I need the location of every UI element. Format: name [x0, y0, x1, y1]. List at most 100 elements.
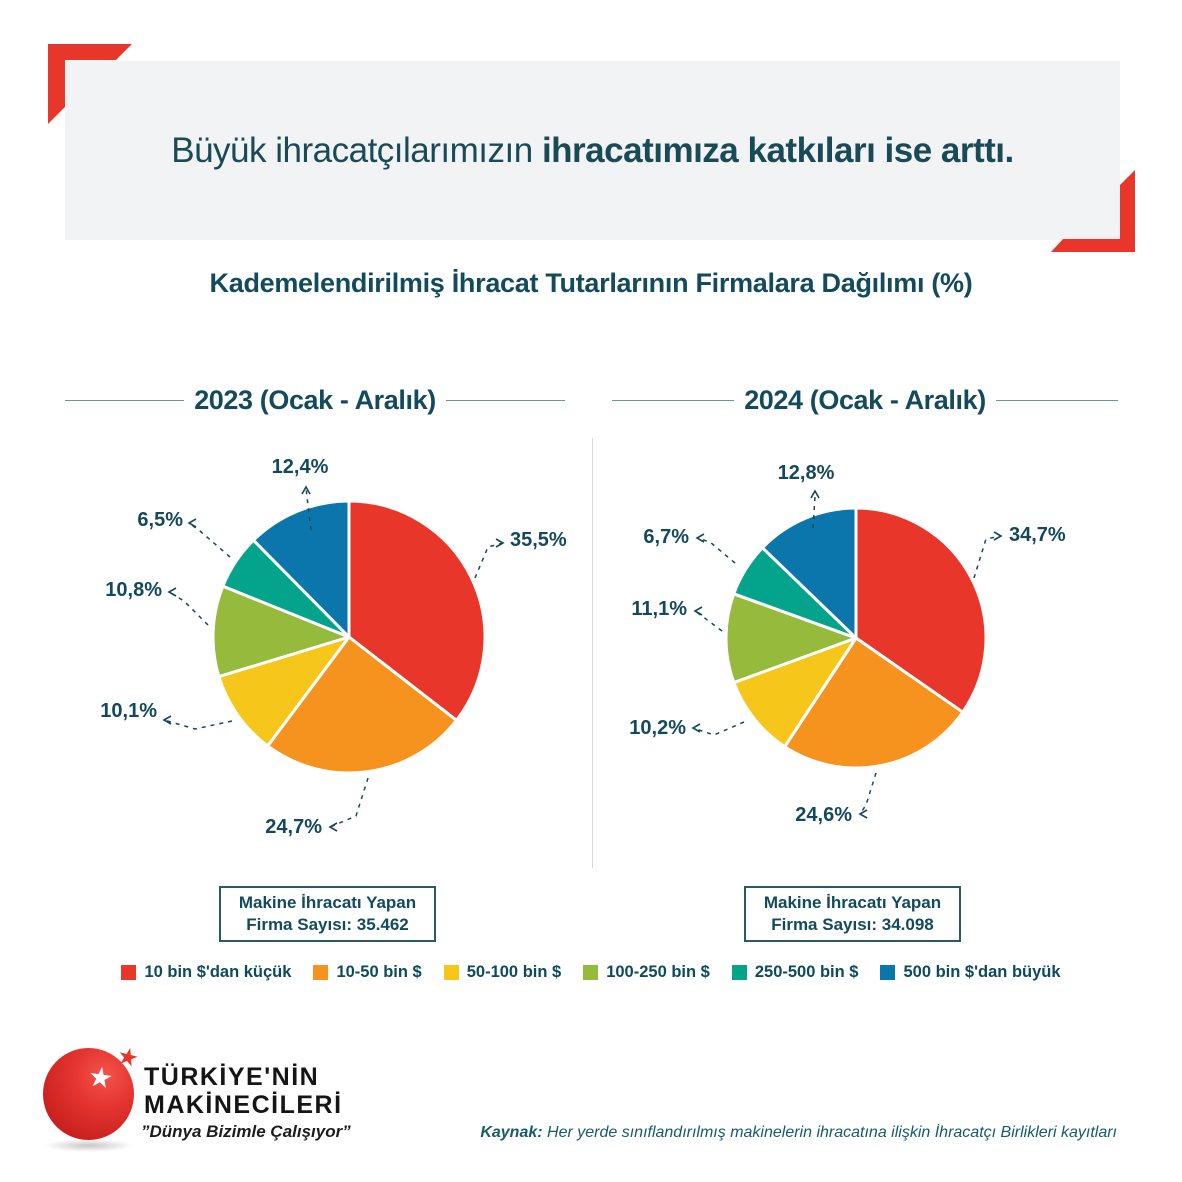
pie-label-leader-line: [329, 777, 369, 828]
pie-slice-label: 6,7%: [643, 526, 689, 548]
pie-slice-label: 10,1%: [100, 700, 157, 722]
pie-label-arrow-icon: [187, 518, 197, 528]
pie-label-arrow-icon: [162, 715, 172, 725]
pie-slice: [854, 506, 988, 714]
pie-slice: [251, 499, 351, 639]
firm-count-line1: Makine İhracatı Yapan: [238, 893, 417, 912]
pie-label-leader-line: [973, 535, 1002, 579]
pie-slice-label: 10,2%: [629, 717, 686, 739]
legend-item: 100-250 bin $: [583, 963, 710, 982]
legend-swatch-icon: [731, 965, 747, 980]
logo-shadow: [44, 1139, 134, 1152]
pie-slice: [211, 584, 351, 679]
legend-swatch-icon: [121, 965, 137, 980]
pie-slice: [266, 635, 458, 775]
page-title: Büyük ihracatçılarımızın ihracatımıza ka…: [171, 131, 1014, 171]
pie-label-arrow-icon: [301, 485, 311, 495]
pie-slice: [732, 636, 858, 749]
logo-line2: MAKİNECİLERİ: [144, 1091, 343, 1119]
chart-divider: [592, 438, 593, 868]
pie-label-arrow-icon: [693, 606, 703, 616]
legend-label: 250-500 bin $: [754, 963, 859, 981]
pie-slice: [347, 499, 487, 722]
pie-label-arrow-icon: [495, 538, 505, 548]
source-note: Kaynak: Her yerde sınıflandırılmış makin…: [480, 1124, 1117, 1142]
red-star-icon: ★: [114, 1041, 142, 1074]
pie-label-arrow-icon: [328, 822, 338, 832]
source-text: Her yerde sınıflandırılmış makinelerin i…: [542, 1124, 1117, 1141]
legend-item: 50-100 bin $: [443, 963, 562, 982]
legend-label: 10-50 bin $: [336, 963, 422, 981]
pie-slice-label: 12,8%: [778, 462, 835, 484]
firm-count-line2: Firma Sayısı: 35.462: [246, 915, 409, 934]
pie-slice-label: 34,7%: [1009, 524, 1066, 546]
chart-title-row-2024: 2024 (Ocak - Aralık): [612, 384, 1119, 416]
chart-title-row-2023: 2023 (Ocak - Aralık): [65, 384, 566, 416]
pie-slice-label: 35,5%: [510, 529, 567, 551]
corner-accent-bottom-right-icon: [1051, 170, 1135, 252]
pie-chart-2024: 34,7% 24,6% 10,2% 11,1% 6,7% 12,8%: [629, 462, 1066, 826]
legend-label: 50-100 bin $: [466, 963, 562, 981]
legend-item: 10-50 bin $: [313, 963, 422, 982]
logo-slogan: ”Dünya Bizimle Çalışıyor”: [141, 1122, 351, 1141]
pie-slice: [217, 635, 351, 748]
pie-label-arrow-icon: [993, 531, 1003, 541]
source-label: Kaynak:: [480, 1124, 543, 1141]
corner-accent-top-left-icon: [48, 44, 132, 124]
firm-count-box-2024: Makine İhracatı Yapan Firma Sayısı: 34.0…: [744, 886, 961, 942]
pie-label-arrow-icon: [695, 533, 705, 543]
pie-label-leader-line: [859, 772, 877, 815]
pie-slice-label: 12,4%: [272, 456, 329, 478]
legend-item: 500 bin $'dan büyük: [880, 963, 1061, 982]
title-rule-left: [65, 399, 185, 401]
legend-swatch-icon: [443, 965, 459, 980]
legend-item: 10 bin $'dan küçük: [121, 963, 291, 982]
pie-label-leader-line: [812, 491, 816, 529]
legend-label: 100-250 bin $: [606, 963, 710, 981]
pie-label-leader-line: [188, 522, 231, 558]
pie-label-arrow-icon: [858, 809, 868, 819]
pie-slice-label: 24,6%: [795, 804, 852, 826]
legend: 10 bin $'dan küçük 10-50 bin $ 50-100 bin …: [0, 963, 1182, 982]
pie-slice-label: 24,7%: [265, 816, 322, 838]
pie-slice: [760, 506, 858, 640]
logo-line1: TÜRKİYE'NİN: [144, 1063, 320, 1091]
legend-item: 250-500 bin $: [731, 963, 859, 982]
pie-slice: [724, 592, 858, 685]
chart-section-subtitle: Kademelendirilmiş İhracat Tutarlarının F…: [209, 268, 973, 298]
logo-circle-icon: [43, 1048, 134, 1140]
firm-count-box-2023: Makine İhracatı Yapan Firma Sayısı: 35.4…: [219, 886, 436, 942]
firm-count-line1: Makine İhracatı Yapan: [763, 893, 942, 912]
pie-label-leader-line: [474, 542, 504, 579]
white-star-icon: ★: [86, 1060, 116, 1095]
pie-label-leader-line: [305, 486, 312, 531]
page-title-bold: ihracatımıza katkıları ise arttı.: [541, 130, 1014, 170]
title-rule-right: [445, 399, 566, 401]
legend-swatch-icon: [313, 965, 329, 980]
pie-slice-label: 6,5%: [137, 509, 183, 531]
title-rule-left: [612, 399, 735, 401]
legend-swatch-icon: [880, 965, 896, 980]
pie-label-arrow-icon: [810, 489, 820, 499]
legend-swatch-icon: [583, 965, 599, 980]
chart-title-2023: 2023 (Ocak - Aralık): [194, 384, 436, 415]
pie-label-leader-line: [163, 719, 233, 730]
pie-label-leader-line: [696, 537, 736, 564]
pie-label-arrow-icon: [691, 723, 701, 733]
pie-slice: [783, 636, 965, 770]
firm-count-line2: Firma Sayısı: 34.098: [771, 915, 934, 934]
title-rule-right: [995, 399, 1119, 401]
legend-label: 500 bin $'dan büyük: [903, 963, 1061, 981]
pie-chart-2023: 35,5% 24,7% 10,1% 10,8% 6,5% 12,4%: [100, 456, 567, 838]
page-title-regular: Büyük ihracatçılarımızın: [171, 130, 542, 170]
header-banner: Büyük ihracatçılarımızın ihracatımıza ka…: [65, 61, 1120, 240]
pie-slice-label: 10,8%: [105, 579, 162, 601]
pie-slice-label: 11,1%: [631, 598, 687, 620]
legend-label: 10 bin $'dan küçük: [144, 963, 292, 981]
pie-label-arrow-icon: [167, 587, 177, 597]
logo-wordmark: TÜRKİYE'NİN MAKİNECİLERİ: [144, 1063, 343, 1119]
chart-title-2024: 2024 (Ocak - Aralık): [744, 384, 986, 415]
pie-label-leader-line: [692, 721, 745, 736]
pie-label-leader-line: [168, 591, 209, 626]
